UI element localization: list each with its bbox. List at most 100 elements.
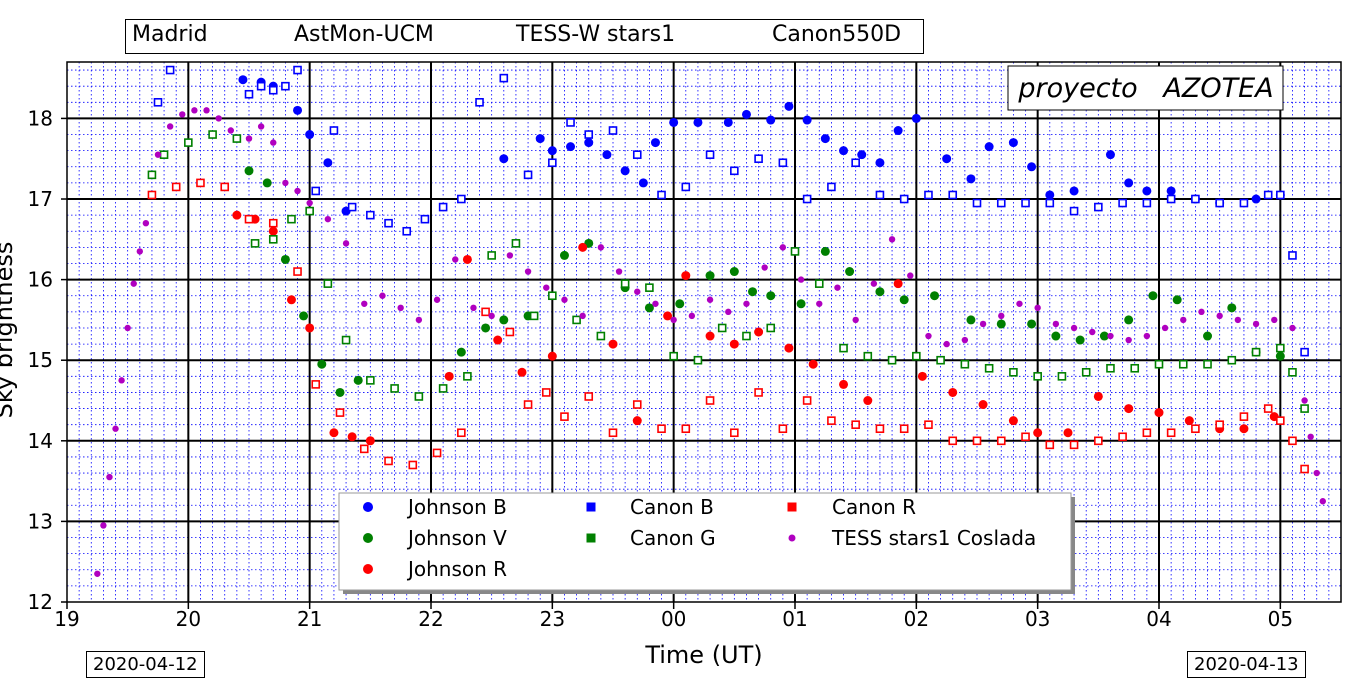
data-point-canon-r (924, 420, 933, 429)
data-point-canon-b (1288, 251, 1297, 260)
data-point-canon-b (1166, 194, 1176, 204)
data-point-canon-r (220, 182, 230, 192)
data-point-tess-stars1-coslada (1198, 308, 1205, 316)
data-point-canon-g (1081, 367, 1091, 377)
data-point-canon-b (165, 65, 175, 75)
data-point-tess-stars1-coslada (779, 244, 787, 251)
data-point-canon-r (311, 380, 321, 389)
data-point-johnson-r (365, 436, 375, 446)
header-location: Madrid (132, 22, 208, 47)
data-point-canon-r (730, 428, 739, 438)
data-point-johnson-r (347, 432, 357, 442)
legend-label-canon-r: Canon R (832, 495, 916, 519)
data-point-johnson-v (1203, 331, 1213, 341)
data-point-johnson-v (1124, 315, 1134, 325)
data-point-johnson-v (1099, 331, 1109, 341)
x-tick-label: 19 (54, 607, 79, 631)
data-point-canon-g (814, 279, 824, 288)
data-point-canon-r (1021, 432, 1030, 442)
data-point-tess-stars1-coslada (1070, 324, 1078, 332)
data-point-tess-stars1-coslada (227, 127, 234, 134)
data-point-johnson-v (1172, 295, 1182, 305)
data-point-tess-stars1-coslada (1313, 469, 1320, 477)
data-point-tess-stars1-coslada (142, 219, 150, 227)
data-point-canon-b (548, 158, 557, 168)
data-point-canon-g (1130, 363, 1140, 373)
data-point-johnson-b (1008, 138, 1018, 148)
data-point-tess-stars1-coslada (433, 296, 441, 303)
data-point-canon-r (359, 444, 369, 454)
data-point-tess-stars1-coslada (797, 276, 805, 283)
data-point-johnson-v (1227, 303, 1237, 313)
data-point-canon-g (693, 355, 703, 365)
data-point-canon-b (244, 89, 254, 99)
data-point-tess-stars1-coslada (961, 336, 969, 344)
data-point-tess-stars1-coslada (561, 296, 568, 303)
data-point-canon-r (657, 424, 666, 434)
x-tick-label: 02 (904, 607, 929, 631)
data-point-tess-stars1-coslada (1234, 316, 1242, 324)
tick-labels: 19 20 21 22 23 00 01 02 03 04 05 12 13 14 15 16 17 18 (28, 106, 1294, 631)
data-point-canon-g (1227, 355, 1237, 365)
data-point-canon-r (457, 428, 466, 438)
data-point-canon-b (924, 190, 933, 200)
data-point-tess-stars1-coslada (136, 248, 143, 255)
data-point-tess-stars1-coslada (761, 264, 768, 271)
data-point-johnson-r (547, 351, 557, 361)
data-point-johnson-r (1033, 428, 1043, 438)
data-point-johnson-v (820, 246, 830, 256)
x-tick-label: 03 (1025, 607, 1050, 631)
data-point-johnson-b (741, 109, 751, 119)
data-point-canon-b (384, 218, 393, 228)
data-point-johnson-b (723, 117, 733, 127)
data-point-johnson-b (942, 154, 952, 164)
data-point-tess-stars1-coslada (1034, 304, 1041, 312)
data-point-canon-g (742, 331, 751, 341)
data-point-canon-g (1057, 372, 1067, 381)
data-point-johnson-r (705, 331, 715, 341)
data-point-tess-stars1-coslada (943, 340, 950, 348)
data-point-tess-stars1-coslada (597, 244, 605, 251)
data-point-tess-stars1-coslada (1216, 312, 1223, 320)
data-point-tess-stars1-coslada (324, 215, 332, 223)
data-point-johnson-v (317, 359, 327, 369)
data-point-johnson-r (1239, 424, 1249, 434)
data-point-canon-b (899, 194, 909, 204)
data-point-johnson-v (796, 299, 806, 309)
data-point-canon-r (705, 396, 715, 405)
data-point-canon-b (632, 150, 642, 159)
data-point-tess-stars1-coslada (852, 316, 859, 324)
data-point-canon-r (1142, 428, 1152, 438)
legend-label-johnson-b: Johnson B (406, 495, 507, 519)
data-point-tess-stars1-coslada (1143, 332, 1151, 340)
data-point-johnson-r (632, 416, 642, 426)
data-point-johnson-b (784, 101, 794, 111)
data-point-canon-r (384, 456, 393, 466)
data-point-tess-stars1-coslada (1319, 498, 1327, 505)
data-point-tess-stars1-coslada (1016, 300, 1023, 307)
data-point-canon-g (717, 323, 727, 333)
data-point-tess-stars1-coslada (452, 256, 459, 263)
data-point-canon-g (984, 363, 994, 373)
data-point-canon-g (863, 351, 873, 361)
data-point-canon-r (268, 218, 278, 228)
data-point-canon-g (645, 283, 654, 292)
data-point-tess-stars1-coslada (1089, 328, 1096, 336)
data-point-johnson-r (444, 371, 454, 381)
data-point-johnson-v (1051, 331, 1061, 341)
data-point-canon-g (839, 343, 848, 353)
data-point-johnson-v (481, 323, 491, 333)
data-point-johnson-r (1008, 416, 1018, 426)
data-point-canon-r (632, 400, 642, 409)
data-point-johnson-b (839, 146, 849, 156)
y-tick-label: 16 (28, 268, 53, 292)
data-point-tess-stars1-coslada (282, 179, 289, 187)
data-point-canon-b (1300, 347, 1309, 357)
data-point-canon-r (196, 178, 205, 188)
data-point-johnson-b (1251, 194, 1261, 204)
project-label-box (1007, 65, 1284, 111)
data-point-canon-r (1118, 432, 1127, 442)
data-point-johnson-b (323, 158, 333, 168)
data-point-tess-stars1-coslada (245, 135, 253, 142)
data-point-canon-b (778, 158, 788, 168)
